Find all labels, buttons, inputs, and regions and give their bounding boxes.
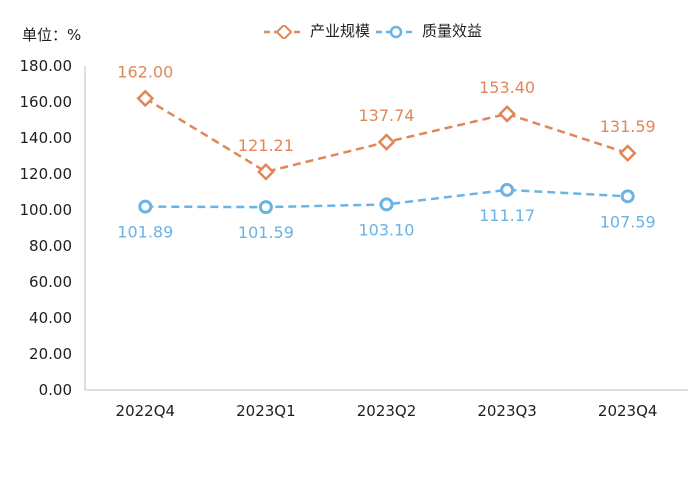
x-tick-label: 2023Q3 [477, 402, 537, 420]
y-tick-label: 140.00 [20, 129, 73, 147]
data-point-diamond [498, 105, 516, 123]
data-label: 121.21 [238, 136, 294, 155]
data-label: 103.10 [359, 220, 415, 239]
data-label: 107.59 [600, 212, 656, 231]
y-tick-label: 60.00 [29, 273, 72, 291]
data-point-diamond [257, 162, 275, 181]
data-point-diamond [377, 133, 396, 151]
legend-item-series-1: 产业规模 [262, 24, 370, 39]
legend-diamond-marker [275, 24, 293, 39]
y-tick-label: 180.00 [20, 57, 73, 75]
legend-label-series-2: 质量效益 [422, 22, 483, 40]
legend-marker-diamond-icon [264, 24, 304, 39]
data-point-circle [258, 200, 273, 215]
y-tick-label: 160.00 [20, 93, 73, 111]
y-tick-label: 120.00 [20, 165, 73, 183]
x-tick-label: 2023Q4 [598, 402, 658, 420]
x-tick-label: 2023Q1 [236, 402, 296, 420]
data-point-circle [620, 189, 635, 204]
y-tick-label: 0.00 [39, 381, 72, 399]
unit-label: 单位：% [22, 26, 82, 44]
legend-circle-marker [389, 25, 403, 38]
y-tick-label: 20.00 [29, 345, 72, 363]
data-label: 111.17 [479, 206, 535, 225]
data-label: 101.89 [117, 223, 173, 242]
data-point-circle [500, 182, 515, 197]
legend-label-series-1: 产业规模 [310, 22, 371, 40]
x-tick-label: 2022Q4 [116, 402, 176, 420]
data-label: 162.00 [117, 62, 173, 81]
data-label: 137.74 [359, 106, 415, 125]
data-point-diamond [136, 89, 155, 108]
data-label: 131.59 [600, 117, 656, 136]
legend-marker-circle-icon [376, 25, 417, 38]
legend: 产业规模 质量效益 [262, 24, 482, 39]
data-point-circle [379, 197, 394, 212]
data-label: 101.59 [238, 223, 294, 242]
legend-item-series-2: 质量效益 [374, 24, 482, 39]
y-tick-label: 40.00 [29, 309, 72, 327]
data-point-circle [138, 199, 153, 214]
x-tick-label: 2023Q2 [357, 402, 417, 420]
y-tick-label: 100.00 [20, 201, 73, 219]
y-tick-label: 80.00 [29, 237, 72, 255]
data-label: 153.40 [479, 78, 535, 97]
data-point-diamond [618, 144, 637, 162]
